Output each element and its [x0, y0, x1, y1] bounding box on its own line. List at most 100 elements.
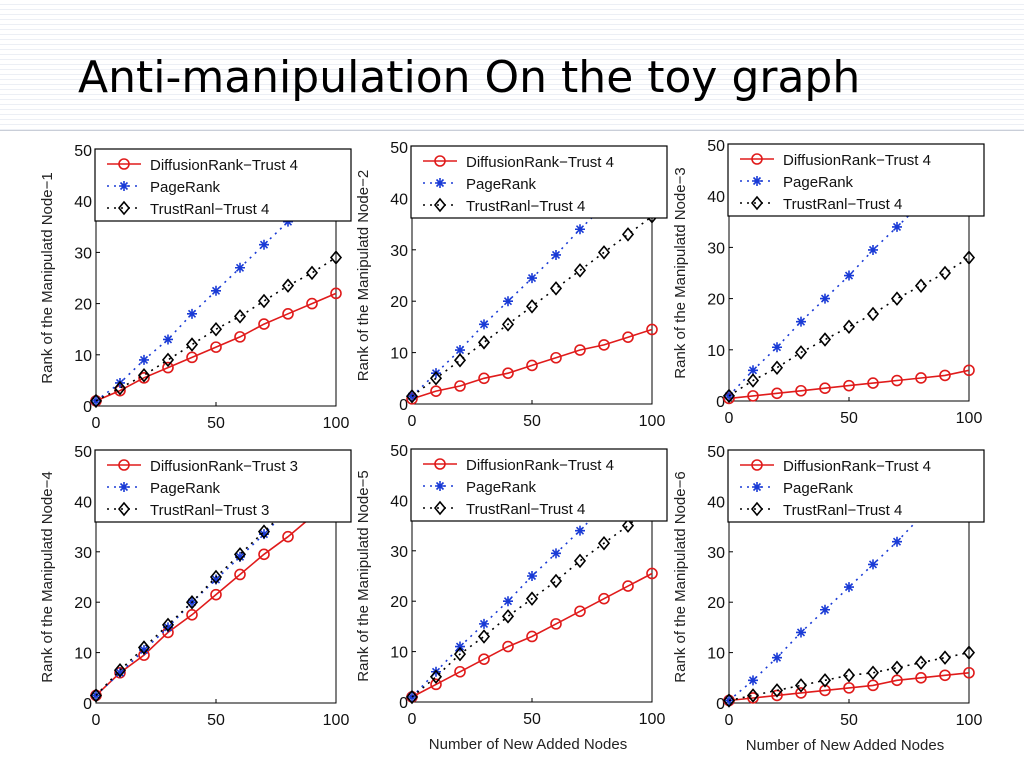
trustrank-point: [429, 371, 443, 386]
legend-marker: [118, 158, 130, 170]
trustrank-point: [962, 645, 976, 660]
pagerank-point: [551, 249, 561, 260]
legend-marker: [434, 155, 446, 167]
y-tick-label: 20: [707, 292, 725, 309]
diffusionrank-point: [234, 331, 246, 343]
pagerank-point: [211, 574, 221, 585]
diffusionrank-point: [963, 364, 975, 377]
pagerank-point: [139, 645, 149, 656]
legend-marker: [433, 197, 447, 213]
trustrank-point: [89, 688, 103, 703]
y-tick-label: 40: [390, 191, 408, 208]
diffusionrank-point: [210, 341, 222, 353]
trustrank-point: [161, 617, 175, 633]
y-tick-label: 10: [707, 646, 725, 663]
legend-marker: [117, 501, 131, 517]
trustrank-point: [938, 650, 952, 665]
trustrank-line: [95, 460, 337, 696]
diffusionrank-point: [454, 380, 466, 392]
trustrank-point: [305, 265, 319, 281]
pagerank-point: [235, 262, 245, 273]
diffusionrank-point: [526, 630, 538, 643]
legend-marker: [750, 501, 764, 517]
y-tick-label: 50: [390, 140, 408, 157]
pagerank-point: [527, 571, 537, 581]
chart-panel-4: 0 10 20 30 40 50 0 50 100 Rank of the Manipulatd …: [39, 444, 352, 729]
pagerank-point: [211, 285, 221, 296]
legend-label: PageRank: [150, 480, 221, 497]
legend-label: TrustRanl−Trust 4: [783, 196, 902, 213]
trustrank-point: [621, 227, 635, 242]
trustrank-point: [597, 245, 611, 260]
legend-marker: [435, 178, 445, 188]
trustrank-point: [722, 693, 736, 708]
series-group: [405, 152, 659, 405]
pagerank-point: [820, 604, 830, 615]
pagerank-point: [892, 221, 902, 232]
trustrank-point: [137, 640, 151, 655]
trustrank-point: [233, 309, 247, 324]
trustrank-point: [866, 665, 880, 681]
legend-box: [727, 143, 985, 217]
diffusionrank-point: [891, 374, 903, 387]
y-tick-label: 20: [390, 294, 408, 311]
diffusionrank-point: [138, 372, 150, 384]
y-tick-label: 10: [390, 645, 408, 662]
y-axis-label: Rank of the Manipulatd Node−2: [355, 170, 372, 381]
diffusionrank-point: [867, 679, 879, 692]
diffusionrank-point: [867, 377, 879, 389]
trustrank-point: [525, 591, 539, 606]
trustrank-point: [137, 368, 151, 383]
y-axis-label: Rank of the Manipulatd Node−1: [39, 172, 56, 383]
trustrank-point: [161, 352, 175, 368]
pagerank-line: [411, 459, 653, 698]
pagerank-point: [527, 273, 537, 284]
diffusionrank-line: [95, 292, 337, 402]
y-tick-label: 50: [707, 138, 725, 155]
y-tick-label: 40: [707, 494, 725, 511]
y-tick-label: 40: [74, 494, 92, 511]
x-tick-label: 0: [92, 415, 101, 432]
diffusionrank-point: [939, 369, 951, 382]
y-tick-label: 0: [83, 696, 92, 713]
diffusionrank-point: [258, 318, 270, 330]
trustrank-point: [113, 380, 127, 396]
y-axis-label: Rank of the Manipulatd Node−3: [672, 167, 689, 378]
legend-marker: [750, 195, 764, 211]
trustrank-point: [281, 278, 295, 293]
trustrank-point: [746, 688, 760, 703]
legend-marker: [752, 176, 762, 186]
chart-panel-5: 0 10 20 30 40 50 0 50 100 Rank of the Manipulatd …: [355, 443, 668, 753]
legend-box: [410, 145, 668, 219]
x-tick-label: 100: [323, 415, 350, 432]
legend-label: DiffusionRank−Trust 4: [783, 458, 931, 475]
trustrank-point: [597, 535, 611, 551]
x-tick-label: 100: [323, 712, 350, 729]
pagerank-point: [844, 582, 854, 593]
trustrank-point: [405, 389, 419, 404]
diffusionrank-point: [646, 567, 658, 580]
trustrank-point: [794, 678, 808, 693]
x-tick-label: 0: [408, 413, 417, 430]
diffusionrank-point: [210, 588, 222, 601]
y-tick-label: 10: [74, 646, 92, 663]
pagerank-point: [868, 559, 878, 570]
chart-panel-6: 0 10 20 30 40 50 0 50 100 Rank of the Manipulatd …: [672, 444, 985, 754]
trustrank-point: [329, 250, 343, 265]
x-tick-label: 50: [523, 413, 541, 430]
pagerank-point: [551, 548, 561, 559]
trustrank-point: [914, 655, 928, 670]
diffusionrank-point: [939, 669, 951, 682]
pagerank-point: [455, 641, 465, 652]
y-tick-label: 0: [399, 397, 408, 414]
x-tick-label: 100: [956, 712, 983, 729]
diffusionrank-point: [186, 351, 198, 364]
y-tick-label: 10: [707, 343, 725, 360]
y-tick-label: 50: [74, 444, 92, 461]
trustrank-point: [914, 278, 928, 294]
trustrank-point: [429, 669, 443, 685]
trustrank-point: [453, 353, 467, 368]
pagerank-point: [283, 216, 293, 227]
trustrank-point: [405, 689, 419, 705]
